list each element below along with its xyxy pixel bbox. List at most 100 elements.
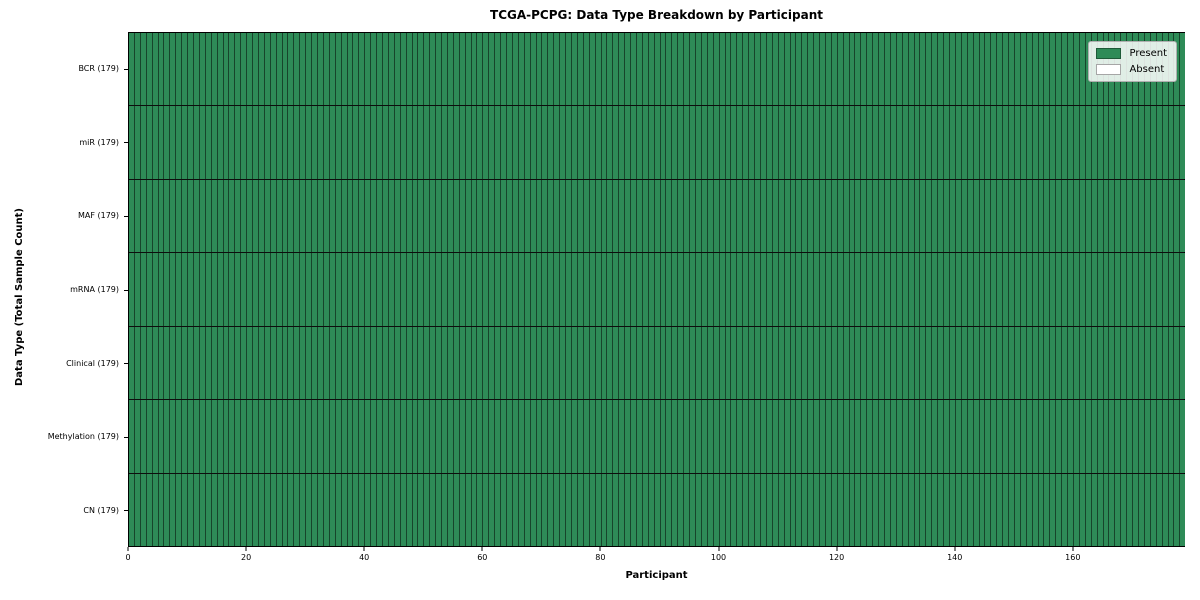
heatmap-cell: [967, 400, 974, 473]
heatmap-cell: [164, 473, 171, 546]
heatmap-cell: [837, 179, 844, 253]
heatmap-cell: [241, 33, 248, 106]
heatmap-cell: [660, 253, 667, 326]
heatmap-cell: [270, 179, 277, 253]
heatmap-cell: [867, 400, 874, 473]
heatmap-cell: [743, 473, 750, 546]
heatmap-cell: [507, 33, 513, 106]
heatmap-cell: [837, 473, 844, 546]
heatmap-cell: [725, 179, 732, 253]
heatmap-cell: [507, 179, 513, 253]
heatmap-cell: [873, 106, 880, 179]
heatmap-cell: [725, 326, 732, 400]
heatmap-cell: [985, 400, 992, 473]
heatmap-cell: [536, 326, 543, 400]
heatmap-cell: [217, 106, 224, 179]
heatmap-cell: [554, 179, 561, 253]
heatmap-cell: [477, 473, 484, 546]
heatmap-cell: [619, 253, 626, 326]
heatmap-cell: [288, 33, 295, 106]
heatmap-cell: [577, 33, 584, 106]
heatmap-cell: [483, 473, 490, 546]
heatmap-cell: [524, 33, 531, 106]
heatmap-cell: [678, 33, 685, 106]
heatmap-cell: [512, 473, 519, 546]
heatmap-cell: [459, 400, 466, 473]
heatmap-cell: [217, 326, 224, 400]
heatmap-cell: [701, 33, 708, 106]
heatmap-cell: [530, 106, 537, 179]
heatmap-cell: [542, 326, 549, 400]
heatmap-cell: [873, 253, 880, 326]
heatmap-cell: [188, 179, 194, 253]
heatmap-cell: [306, 106, 313, 179]
heatmap-cell: [1174, 106, 1181, 179]
heatmap-cell: [955, 179, 962, 253]
heatmap-cell: [276, 326, 283, 400]
heatmap-cell: [400, 326, 407, 400]
heatmap-cell: [477, 179, 484, 253]
heatmap-cell: [678, 106, 685, 179]
heatmap-cell: [684, 253, 691, 326]
heatmap-cell: [690, 400, 696, 473]
heatmap-cell: [973, 253, 980, 326]
legend-item-absent: Absent: [1096, 64, 1167, 75]
heatmap-cell: [447, 106, 454, 179]
x-tick-mark: [127, 547, 129, 551]
heatmap-cell: [772, 33, 779, 106]
heatmap-cell: [258, 179, 265, 253]
heatmap-cell: [666, 326, 673, 400]
heatmap-cell: [465, 33, 472, 106]
y-tick-mark: [124, 142, 128, 144]
heatmap-cell: [1180, 473, 1186, 546]
heatmap-cell: [831, 179, 838, 253]
heatmap-cell: [353, 106, 360, 179]
heatmap-cell: [772, 106, 779, 179]
heatmap-cell: [944, 106, 950, 179]
heatmap-cell: [713, 326, 720, 400]
heatmap-cell: [583, 326, 590, 400]
heatmap-cell: [524, 179, 531, 253]
heatmap-cell: [1127, 106, 1134, 179]
y-tick: CN (179): [0, 473, 128, 547]
heatmap-cell: [152, 33, 159, 106]
heatmap-cell: [760, 33, 767, 106]
heatmap-cell: [388, 473, 395, 546]
heatmap-cell: [666, 473, 673, 546]
heatmap-cell: [719, 106, 726, 179]
heatmap-cell: [471, 400, 478, 473]
heatmap-cell: [784, 106, 791, 179]
heatmap-cell: [719, 400, 726, 473]
heatmap-cell: [483, 326, 490, 400]
heatmap-cell: [193, 106, 200, 179]
heatmap-cell: [1115, 473, 1122, 546]
heatmap-cell: [176, 106, 183, 179]
heatmap-cell: [205, 400, 212, 473]
heatmap-cell: [134, 400, 141, 473]
heatmap-cell: [1044, 473, 1051, 546]
heatmap-cell: [1062, 326, 1069, 400]
heatmap-cell: [164, 326, 171, 400]
heatmap-cell: [861, 33, 868, 106]
heatmap-cell: [312, 253, 318, 326]
heatmap-cell: [796, 400, 803, 473]
heatmap-cell: [973, 473, 980, 546]
heatmap-cell: [743, 179, 750, 253]
heatmap-cell: [459, 179, 466, 253]
heatmap-cell: [312, 106, 318, 179]
heatmap-cell: [790, 106, 797, 179]
heatmap-cell: [985, 473, 992, 546]
heatmap-cell: [164, 33, 171, 106]
heatmap-cell: [896, 400, 903, 473]
heatmap-row-cn: [129, 473, 1186, 546]
heatmap-cell: [394, 106, 401, 179]
heatmap-cell: [1020, 106, 1027, 179]
heatmap-cell: [477, 106, 484, 179]
heatmap-cell: [560, 33, 567, 106]
heatmap-cell: [524, 326, 531, 400]
heatmap-cell: [577, 400, 584, 473]
heatmap-row-methylation: [129, 400, 1186, 474]
legend: Present Absent: [1088, 41, 1177, 82]
heatmap-cell: [359, 179, 366, 253]
y-tick-mark: [124, 436, 128, 438]
